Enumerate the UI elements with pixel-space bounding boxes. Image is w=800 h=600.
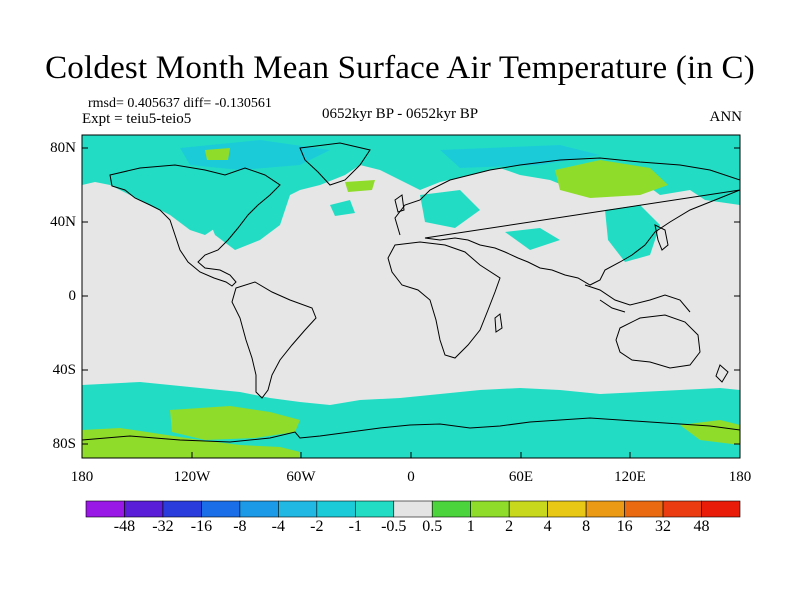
lon-label-120w: 120W (173, 469, 211, 485)
colorbar-label: 16 (616, 518, 633, 535)
lon-label-180w: 180 (70, 469, 94, 485)
colorbar-swatch (316, 500, 356, 518)
colorbar-label: -16 (190, 518, 213, 535)
madagascar-coast (494, 313, 503, 333)
colorbar-swatch (431, 500, 472, 518)
colorbar-label: 1 (466, 518, 475, 535)
colorbar-swatch (85, 500, 125, 518)
axis-ticks (81, 147, 741, 458)
lon-label-180e: 180 (728, 469, 752, 485)
greenland-coast (299, 142, 371, 186)
colorbar-label: -2 (310, 518, 324, 535)
colorbar-swatch (239, 500, 279, 518)
colorbar-swatch (201, 500, 241, 518)
lat-label-80n: 80N (50, 140, 76, 156)
colorbar-swatch (508, 500, 548, 518)
colorbar-swatch (701, 500, 741, 518)
colorbar-label: 48 (693, 518, 710, 535)
colorbar-swatch (547, 500, 587, 518)
colorbar-swatch (354, 500, 395, 518)
lat-label-40s: 40S (52, 362, 76, 378)
colorbar-swatch (662, 500, 702, 518)
coastlines (82, 142, 740, 443)
north-america-coast (109, 164, 281, 287)
colorbar-label: -48 (113, 518, 136, 535)
period-label: 0652kyr BP - 0652kyr BP (321, 106, 479, 122)
colorbar-label: 8 (582, 518, 591, 535)
anomaly-cool-south (82, 382, 740, 458)
colorbar-swatch (278, 500, 318, 518)
australia-coast (615, 314, 701, 369)
colorbar-label: -8 (233, 518, 247, 535)
colorbar-label: -4 (271, 518, 286, 535)
lat-label-80s: 80S (52, 436, 76, 452)
anomaly-cooler-north (180, 140, 600, 170)
season-label: ANN (709, 109, 743, 125)
colorbar-swatch (393, 500, 433, 518)
colorbar-label: -1 (348, 518, 362, 535)
anomaly-warm-south (82, 406, 740, 458)
southeast-asia-coast (584, 284, 691, 313)
experiment-line: Expt = teiu5-teio5 (82, 111, 192, 127)
colorbar-label: 32 (655, 518, 672, 535)
lat-label-40n: 40N (50, 214, 76, 230)
lon-label-0: 0 (407, 469, 415, 485)
colorbar-label: 4 (543, 518, 552, 535)
lon-label-120e: 120E (614, 469, 646, 485)
new-zealand-coast (715, 364, 729, 383)
colorbar-label: -0.5 (381, 518, 407, 535)
colorbar-label: -32 (152, 518, 174, 535)
south-america-coast (231, 281, 317, 399)
stats-line: rmsd= 0.405637 diff= -0.130561 (88, 96, 272, 111)
antarctica-coast (82, 417, 740, 443)
lon-label-60w: 60W (286, 469, 316, 485)
anomaly-warm-north (205, 148, 668, 198)
map-plot-area (82, 135, 740, 458)
map-title: Coldest Month Mean Surface Air Temperatu… (45, 50, 755, 86)
colorbar-swatch (585, 500, 625, 518)
europe-asia-coast (394, 157, 740, 286)
uk-coast (394, 194, 405, 213)
colorbar-label: 2 (505, 518, 514, 535)
africa-coast (387, 241, 501, 359)
lat-label-0: 0 (68, 288, 77, 304)
colorbar-swatch (624, 500, 664, 518)
colorbar-swatch (470, 500, 510, 518)
colorbar-swatch (162, 500, 202, 518)
colorbar-label: 0.5 (422, 518, 443, 535)
lon-label-60e: 60E (508, 469, 534, 485)
japan-coast (654, 224, 669, 251)
colorbar-swatch (124, 500, 164, 518)
colorbar (85, 500, 741, 518)
